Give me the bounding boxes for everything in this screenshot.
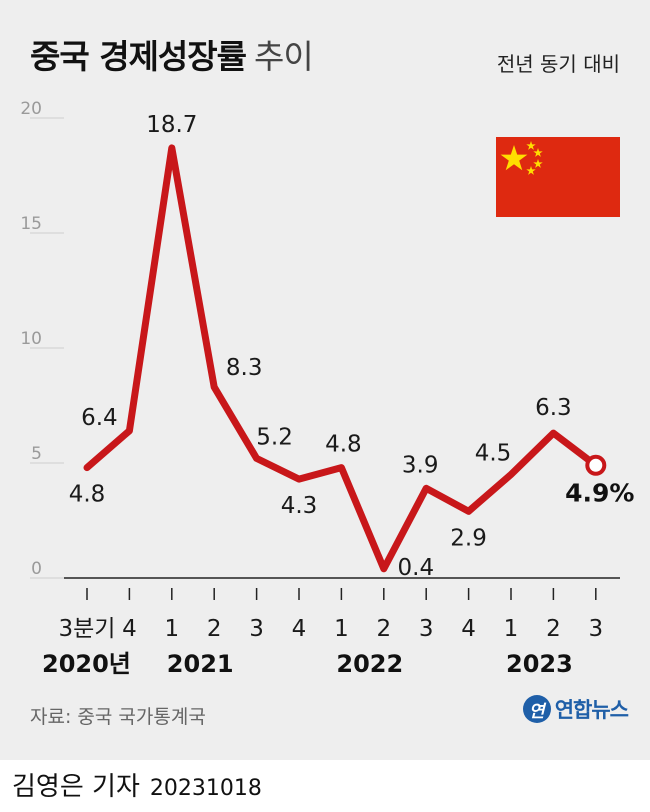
value-label: 3.9 [402,452,439,478]
year-label: 2022 [336,650,403,678]
chart-panel [0,0,650,760]
x-tick-label: 2 [376,616,391,642]
x-tick-label: 4 [122,616,137,642]
series-line [83,144,600,573]
x-tick-label: 1 [164,616,179,642]
value-label: 4.5 [475,441,512,467]
x-tick-label: 3분기 [59,616,116,642]
year-label: 2021 [167,650,234,678]
y-tick-label: 0 [31,559,42,579]
value-label: 4.8 [69,482,106,508]
value-label: 4.8 [325,432,362,458]
x-tick-label: 4 [461,616,476,642]
footer: 김영은 기자 20231018 [12,766,262,803]
value-label: 8.3 [226,355,263,381]
title-light: 추이 [254,37,314,76]
value-label-latest: 4.9% [565,478,634,507]
x-tick-label: 4 [292,616,307,642]
year-label: 2023 [506,650,573,678]
china-flag-icon [496,137,620,217]
y-tick-label: 20 [20,99,42,119]
logo-mark-icon: 연 [522,695,551,723]
x-tick-label: 3 [588,616,603,642]
x-tick-label: 2 [207,616,222,642]
value-label: 18.7 [146,112,197,138]
logo-text: 연합뉴스 [554,698,629,722]
x-tick-label: 1 [504,616,519,642]
x-tick-label: 1 [334,616,349,642]
y-tick-label: 5 [31,444,42,464]
x-tick-label: 3 [419,616,434,642]
footer-date: 20231018 [149,776,262,801]
yonhap-logo: 연 연합뉴스 [522,694,629,724]
y-tick-label: 15 [20,214,42,234]
x-tick-label: 3 [249,616,264,642]
value-label: 5.2 [256,424,293,450]
title-bold: 중국 경제성장률 [30,37,247,76]
last-point-marker [585,454,607,476]
value-label: 6.3 [535,395,572,421]
value-label: 2.9 [450,525,487,551]
value-label: 4.3 [281,493,318,519]
page-title: 중국 경제성장률 추이 [30,30,314,78]
value-label: 6.4 [81,405,118,431]
value-label: 0.4 [398,555,435,581]
reporter-name: 김영은 기자 [12,772,140,802]
source-note: 자료: 중국 국가통계국 [30,706,206,728]
year-label: 2020년 [42,650,131,678]
x-tick-label: 2 [546,616,561,642]
y-tick-label: 10 [20,329,42,349]
subtitle: 전년 동기 대비 [496,52,620,76]
